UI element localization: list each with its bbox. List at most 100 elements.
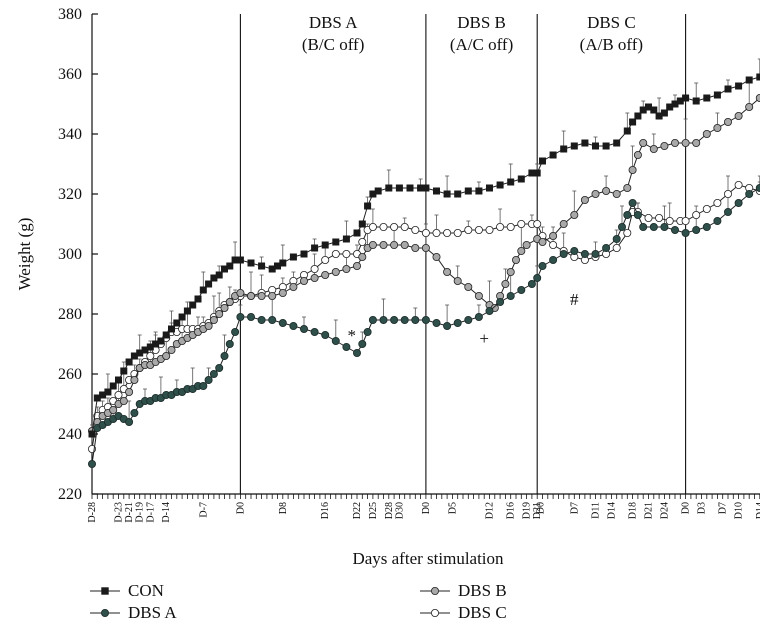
x-ticks: D-28 D-23 D-21 D-19 D-17 D-14 D-7 D0 D8 D16 D22 D25… — [87, 494, 760, 523]
data-point-dbs-b — [162, 351, 171, 360]
data-point-dbs-b — [724, 118, 733, 127]
data-point-dbs-a — [745, 189, 754, 198]
x-tick-label: D16 — [320, 502, 331, 519]
data-point-con — [162, 331, 170, 339]
data-point-dbs-c — [644, 213, 653, 222]
x-tick-label: D8 — [278, 502, 289, 514]
data-point-dbs-c — [464, 225, 473, 234]
data-point-dbs-a — [421, 315, 430, 324]
data-point-con — [109, 382, 117, 390]
phase-subtitle: (B/C off) — [302, 35, 365, 54]
data-point-dbs-a — [517, 285, 526, 294]
data-point-dbs-a — [633, 210, 642, 219]
data-point-dbs-b — [443, 267, 452, 276]
data-point-dbs-b — [559, 219, 568, 228]
data-point-dbs-c — [612, 243, 621, 252]
data-point-dbs-a — [453, 318, 462, 327]
data-point-con — [173, 319, 181, 327]
data-point-dbs-b — [432, 252, 441, 261]
data-point-con — [183, 307, 191, 315]
data-point-dbs-a — [692, 225, 701, 234]
data-point-dbs-c — [734, 180, 743, 189]
data-point-con — [279, 259, 287, 267]
data-point-con — [406, 184, 414, 192]
data-point-con — [205, 280, 213, 288]
significance-marker: # — [570, 290, 579, 309]
data-point-con — [443, 190, 451, 198]
data-point-con — [713, 91, 721, 99]
y-tick-label: 320 — [58, 186, 82, 203]
data-point-dbs-b — [289, 282, 298, 291]
data-point-dbs-a — [310, 327, 319, 336]
data-point-dbs-a — [538, 261, 547, 270]
data-point-con — [258, 262, 266, 270]
data-point-dbs-b — [639, 138, 648, 147]
phase-labels: DBS A (B/C off) DBS B (A/C off) DBS C (A/B of… — [302, 13, 643, 54]
phase-title: DBS C — [587, 13, 636, 32]
data-point-dbs-c — [342, 249, 351, 258]
data-point-dbs-b — [474, 291, 483, 300]
data-point-con — [178, 313, 186, 321]
data-point-dbs-b — [464, 282, 473, 291]
data-point-dbs-b — [713, 124, 722, 133]
data-point-con — [581, 139, 589, 147]
data-point-dbs-a — [204, 375, 213, 384]
y-tick-label: 240 — [58, 426, 82, 443]
legend-label-dbs-b: DBS B — [458, 581, 507, 600]
data-point-dbs-c — [411, 225, 420, 234]
data-point-dbs-a — [681, 228, 690, 237]
data-point-dbs-b — [623, 183, 632, 192]
data-point-con — [358, 220, 366, 228]
data-point-dbs-c — [681, 216, 690, 225]
phase-dividers — [239, 14, 687, 494]
data-point-dbs-c — [331, 249, 340, 258]
legend-marker-con — [101, 587, 109, 595]
data-point-con — [236, 256, 244, 264]
data-point-dbs-a — [358, 339, 367, 348]
data-point-dbs-c — [321, 255, 330, 264]
data-point-dbs-a — [496, 297, 505, 306]
data-point-dbs-a — [649, 222, 658, 231]
data-point-dbs-b — [734, 112, 743, 121]
data-point-dbs-c — [692, 210, 701, 219]
data-point-dbs-b — [220, 303, 229, 312]
data-point-dbs-b — [649, 144, 658, 153]
data-point-con — [120, 367, 128, 375]
data-point-con — [745, 76, 753, 84]
x-tick-label: D24 — [659, 502, 670, 519]
data-point-con — [194, 295, 202, 303]
data-point-dbs-a — [612, 234, 621, 243]
annotations: * + # — [347, 290, 579, 348]
data-point-dbs-a — [639, 222, 648, 231]
data-point-con — [650, 106, 658, 114]
legend-label-con: CON — [128, 581, 164, 600]
data-point-con — [422, 184, 430, 192]
x-tick-label: D-28 — [87, 502, 98, 523]
data-point-con — [538, 157, 546, 165]
data-point-dbs-a — [443, 321, 452, 330]
data-point-dbs-b — [109, 405, 118, 414]
data-point-dbs-a — [549, 255, 558, 264]
data-point-dbs-b — [591, 189, 600, 198]
series — [88, 73, 760, 468]
data-point-dbs-b — [358, 252, 367, 261]
data-point-dbs-a — [559, 249, 568, 258]
data-point-con — [629, 118, 637, 126]
data-point-con — [199, 286, 207, 294]
data-point-dbs-b — [268, 291, 277, 300]
data-point-dbs-a — [390, 315, 399, 324]
data-point-con — [602, 142, 610, 150]
data-point-con — [507, 178, 515, 186]
data-point-dbs-b — [390, 240, 399, 249]
data-point-dbs-a — [321, 330, 330, 339]
data-point-con — [247, 259, 255, 267]
data-point-dbs-a — [580, 249, 589, 258]
data-point-dbs-c — [665, 216, 674, 225]
x-tick-label: D25 — [368, 502, 379, 519]
y-tick-label: 380 — [58, 6, 82, 23]
data-point-dbs-c — [623, 228, 632, 237]
data-point-dbs-a — [236, 312, 245, 321]
x-tick-label: D7 — [569, 502, 580, 514]
x-tick-label: D3 — [697, 502, 708, 514]
data-point-dbs-b — [310, 273, 319, 282]
